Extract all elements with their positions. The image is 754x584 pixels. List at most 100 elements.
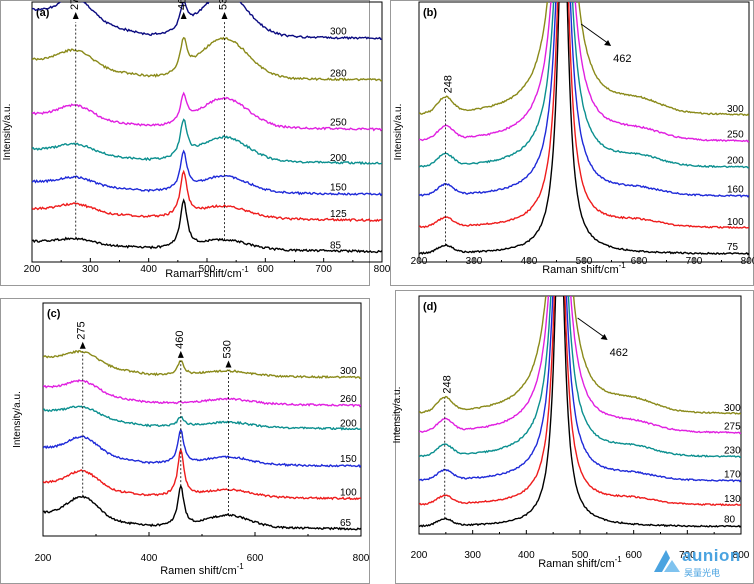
series-group	[43, 349, 361, 531]
peak-arrow-275	[79, 341, 86, 349]
x-tick-label: 600	[625, 550, 642, 561]
series-group	[419, 2, 749, 256]
y-axis-label: Intensity/a.u.	[12, 391, 23, 448]
series-label-230: 230	[724, 445, 741, 456]
panel-a: 200 300 400 500 600 700 800 Raman shift/cm-1 Int…	[0, 0, 391, 286]
x-axis-label: Raman shift/cm-1	[165, 265, 249, 280]
series-group	[32, 2, 382, 254]
series-line-80	[419, 296, 741, 528]
x-tick-label: 300	[466, 256, 483, 267]
series-label-85: 85	[330, 240, 342, 251]
x-tick-label: 800	[374, 264, 391, 275]
series-line-75	[419, 2, 749, 256]
plot-area	[42, 302, 362, 537]
series-line-170	[419, 296, 741, 483]
note-arrow-line	[577, 317, 606, 339]
peak-label-530: 530	[218, 0, 230, 10]
x-tick-label: 400	[518, 550, 535, 561]
panel-c: 200 400 600 800 Ramen shift/cm-1 Intensity/a.…	[0, 298, 370, 584]
y-axis-label: Intensity/a.u.	[393, 104, 404, 161]
series-label-75: 75	[727, 242, 739, 253]
series-line-300	[419, 296, 741, 415]
x-axis-label-sup: -1	[237, 562, 245, 571]
panel-b: 200 300 400 500 600 700 800 Raman shift/cm-1 Int…	[390, 0, 754, 286]
series-label-250: 250	[330, 118, 347, 129]
series-label-300: 300	[330, 27, 347, 38]
series-line-100	[43, 447, 361, 501]
x-tick-label: 400	[521, 256, 538, 267]
x-tick-label: 200	[24, 264, 41, 275]
panel-label: (b)	[423, 7, 437, 19]
series-line-230	[419, 296, 741, 459]
panel-label: (c)	[47, 308, 61, 320]
series-line-300	[43, 349, 361, 380]
series-line-250	[32, 91, 382, 132]
peak-label-460: 460	[177, 0, 189, 10]
x-tick-label: 700	[686, 256, 703, 267]
x-axis-label-sup: -1	[615, 555, 623, 564]
panel-label: (d)	[423, 301, 437, 313]
x-tick-label: 600	[247, 553, 264, 564]
series-label-100: 100	[340, 487, 357, 498]
series-line-200	[32, 118, 382, 166]
peak-label-275: 275	[69, 0, 81, 10]
series-label-200: 200	[340, 418, 357, 429]
x-tick-label: 600	[257, 264, 274, 275]
series-line-200	[43, 405, 361, 431]
series-label-250: 250	[727, 129, 744, 140]
note-arrow-label: 462	[613, 53, 631, 65]
plot-area	[31, 1, 383, 263]
series-label-200: 200	[330, 153, 347, 164]
x-tick-label: 200	[411, 550, 428, 561]
series-line-250	[419, 2, 749, 143]
note-arrow-head	[604, 40, 612, 46]
peak-label-248: 248	[442, 75, 454, 93]
series-label-150: 150	[340, 454, 357, 465]
series-line-160	[419, 2, 749, 198]
peak-arrow-275	[72, 12, 79, 19]
y-axis-label: Intensity/a.u.	[392, 387, 403, 444]
series-label-80: 80	[724, 515, 736, 526]
x-axis-label-sup: -1	[242, 265, 250, 274]
x-axis-label: Raman shift/cm-1	[542, 261, 626, 276]
x-tick-label: 600	[631, 256, 648, 267]
x-tick-label: 700	[315, 264, 332, 275]
x-axis-label-sup: -1	[619, 261, 627, 270]
series-line-100	[419, 2, 749, 230]
x-axis-label: Raman shift/cm-1	[538, 555, 622, 570]
series-line-150	[43, 428, 361, 468]
watermark-brand: aunion	[682, 546, 741, 565]
series-label-100: 100	[727, 217, 744, 228]
x-tick-label: 400	[140, 264, 157, 275]
series-label-300: 300	[340, 366, 357, 377]
series-label-300: 300	[727, 104, 744, 115]
x-tick-label: 700	[679, 550, 696, 561]
series-label-125: 125	[330, 209, 347, 220]
panel-d: 200 300 400 500 600 700 800 Raman shift/cm-1 Int…	[392, 290, 754, 584]
series-line-125	[32, 169, 382, 223]
peak-arrow-460	[180, 12, 187, 19]
series-line-200	[419, 2, 749, 169]
peak-arrow-550	[225, 360, 232, 368]
note-arrow-head	[600, 334, 608, 340]
series-label-65: 65	[340, 518, 352, 529]
x-tick-label: 500	[576, 256, 593, 267]
series-label-275: 275	[724, 421, 741, 432]
x-tick-label: 500	[572, 550, 589, 561]
x-tick-label: 300	[82, 264, 99, 275]
x-tick-label: 200	[411, 256, 428, 267]
series-label-170: 170	[724, 469, 741, 480]
peak-label-460: 460	[174, 331, 186, 349]
watermark-sub: 昊量光电	[684, 569, 721, 579]
peak-arrow-460	[177, 350, 184, 358]
series-line-65	[43, 484, 361, 531]
peak-label-550: 530	[222, 340, 234, 358]
series-label-280: 280	[330, 68, 347, 79]
series-label-200: 200	[727, 156, 744, 167]
peak-arrow-530	[221, 12, 228, 19]
x-tick-label: 200	[35, 553, 52, 564]
series-line-85	[32, 198, 382, 254]
series-line-260	[43, 379, 361, 408]
x-tick-label: 500	[199, 264, 216, 275]
